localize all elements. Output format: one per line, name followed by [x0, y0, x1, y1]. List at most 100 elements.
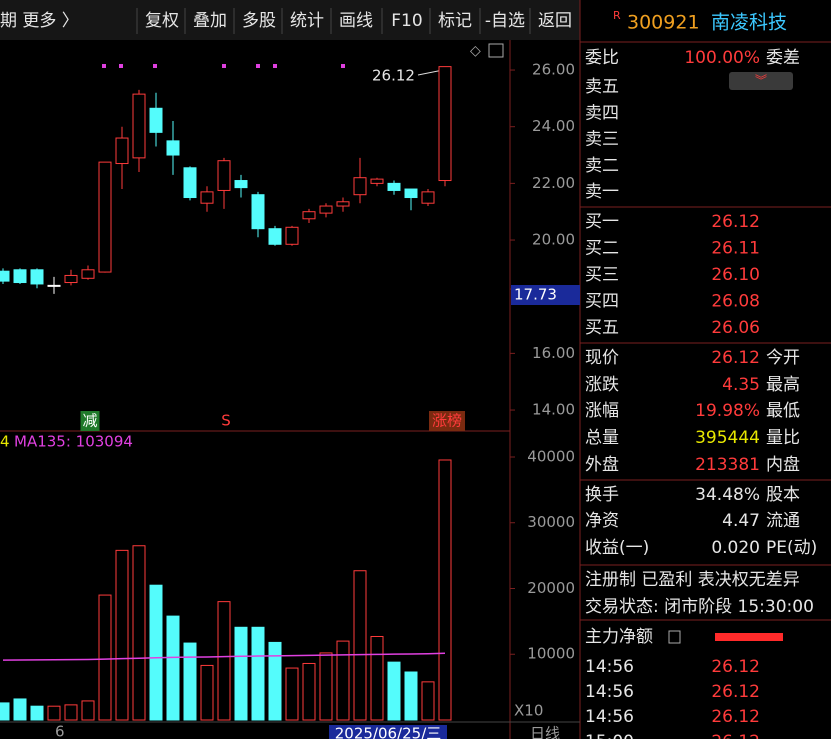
bid-price: 26.10 — [711, 265, 760, 285]
volume-bar — [0, 702, 10, 721]
quote-label2: 流通 — [766, 511, 800, 531]
quote-label: 总量 — [585, 428, 619, 448]
signal: S — [221, 412, 231, 430]
ask-label: 卖五 — [585, 77, 619, 97]
toolbar-button[interactable]: -自选 — [485, 11, 525, 31]
quote-value: 26.12 — [711, 348, 760, 368]
bid-label: 买三 — [585, 265, 619, 285]
ask-label: 卖三 — [585, 130, 619, 150]
candle-body — [421, 191, 435, 204]
candle-body — [200, 191, 214, 204]
tick-time: 14:56 — [585, 657, 634, 677]
volume-bar — [404, 671, 418, 721]
quote-label: 涨幅 — [585, 401, 619, 421]
quote-label2: 内盘 — [766, 455, 800, 475]
volume-scale: X10 — [514, 702, 543, 720]
volume-bar — [13, 698, 27, 721]
volume-bar — [200, 664, 214, 721]
bid-label: 买一 — [585, 212, 619, 232]
quote-label2: 最低 — [766, 401, 800, 421]
candle-body — [64, 274, 78, 284]
candle-body — [370, 178, 384, 184]
tick-time: 14:56 — [585, 682, 634, 702]
signal: 涨榜 — [432, 412, 462, 430]
toolbar-button[interactable]: 复权 — [145, 11, 179, 31]
toolbar-button[interactable]: 画线 — [339, 11, 373, 31]
y-tick-label: 10000 — [527, 645, 575, 663]
y-tick-label: 22.00 — [532, 174, 575, 192]
toolbar-button[interactable]: 标记 — [438, 11, 472, 31]
y-tick-label: 20.00 — [532, 231, 575, 249]
signal: 减 — [82, 412, 97, 430]
ask-label: 卖二 — [585, 156, 619, 176]
quote-value: 4.35 — [722, 375, 760, 395]
tick-time: 14:56 — [585, 707, 634, 727]
bid-price: 26.12 — [711, 212, 760, 232]
candle-body — [30, 269, 44, 285]
tick-time: 15:00 — [585, 732, 634, 739]
collapse-icon[interactable]: ︾ — [755, 74, 767, 88]
bid-price: 26.08 — [711, 292, 760, 312]
volume-bar — [319, 652, 333, 721]
flow-bar — [715, 633, 783, 641]
candle-body — [166, 140, 180, 156]
cursor-price-box — [511, 285, 580, 305]
event-dots — [102, 64, 345, 68]
ask-label: 卖四 — [585, 103, 619, 123]
candle-body — [0, 270, 10, 282]
volume-bar — [183, 642, 197, 721]
y-tick-label: 30000 — [527, 513, 575, 531]
toolbar-button[interactable]: 返回 — [538, 11, 572, 31]
toolbar-left[interactable]: 期 更多 〉 — [0, 11, 79, 31]
volume-bar — [64, 704, 78, 721]
tick-price: 26.12 — [711, 732, 760, 739]
stock-code: 300921 — [627, 12, 700, 34]
candle-body — [217, 160, 231, 191]
cursor-date-box — [329, 725, 447, 739]
y-tick-label: 26.00 — [532, 61, 575, 79]
bid-label: 买五 — [585, 318, 619, 338]
volume-bar — [285, 667, 299, 721]
tick-price: 26.12 — [711, 657, 760, 677]
quote-label: 现价 — [585, 348, 619, 368]
bid-price: 26.11 — [711, 239, 760, 259]
quote-value: 213381 — [695, 455, 760, 475]
ratio: 100.00% — [684, 48, 760, 68]
candle-body — [404, 188, 418, 199]
candle-body — [13, 269, 27, 284]
quote-label: 换手 — [585, 485, 619, 505]
candle-body — [268, 228, 282, 245]
volume-bar — [438, 459, 452, 721]
toolbar-button[interactable]: 叠加 — [193, 11, 227, 31]
ma135-line — [2, 652, 446, 661]
quote-label: 收益(一) — [585, 538, 649, 558]
quote-value: 4.47 — [722, 511, 760, 531]
flow-label: 主力净额 — [585, 627, 653, 647]
quote-value: 19.98% — [695, 401, 760, 421]
candle-body — [234, 180, 248, 189]
icon[interactable]: ◇ — [470, 43, 481, 59]
toolbar-button[interactable]: 多股 — [242, 11, 276, 31]
stock-flag: R — [613, 9, 621, 22]
legend-cut: 4 — [0, 433, 10, 451]
toolbar-button[interactable]: 统计 — [290, 11, 324, 31]
candle-body — [149, 107, 163, 133]
quote-label2: 最高 — [766, 375, 800, 395]
candle-body — [251, 194, 265, 230]
y-tick-label: 16.00 — [532, 344, 575, 362]
high-label: 26.12 — [372, 67, 415, 85]
volume-bar — [251, 626, 265, 721]
quote-label: 外盘 — [585, 455, 619, 475]
ask-label: 卖一 — [585, 182, 619, 202]
quote-label2: 今开 — [766, 348, 800, 368]
diff-label: 委差 — [766, 48, 800, 68]
toolbar-button[interactable]: F10 — [391, 11, 422, 31]
signal-bg — [429, 411, 465, 431]
tick-price: 26.12 — [711, 682, 760, 702]
volume-bar — [370, 635, 384, 721]
collapse-button[interactable] — [729, 72, 793, 90]
volume-bar — [132, 545, 146, 721]
volume-bar — [217, 601, 231, 721]
icon[interactable] — [488, 43, 504, 58]
